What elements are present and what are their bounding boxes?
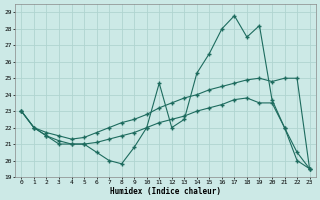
X-axis label: Humidex (Indice chaleur): Humidex (Indice chaleur): [110, 187, 221, 196]
